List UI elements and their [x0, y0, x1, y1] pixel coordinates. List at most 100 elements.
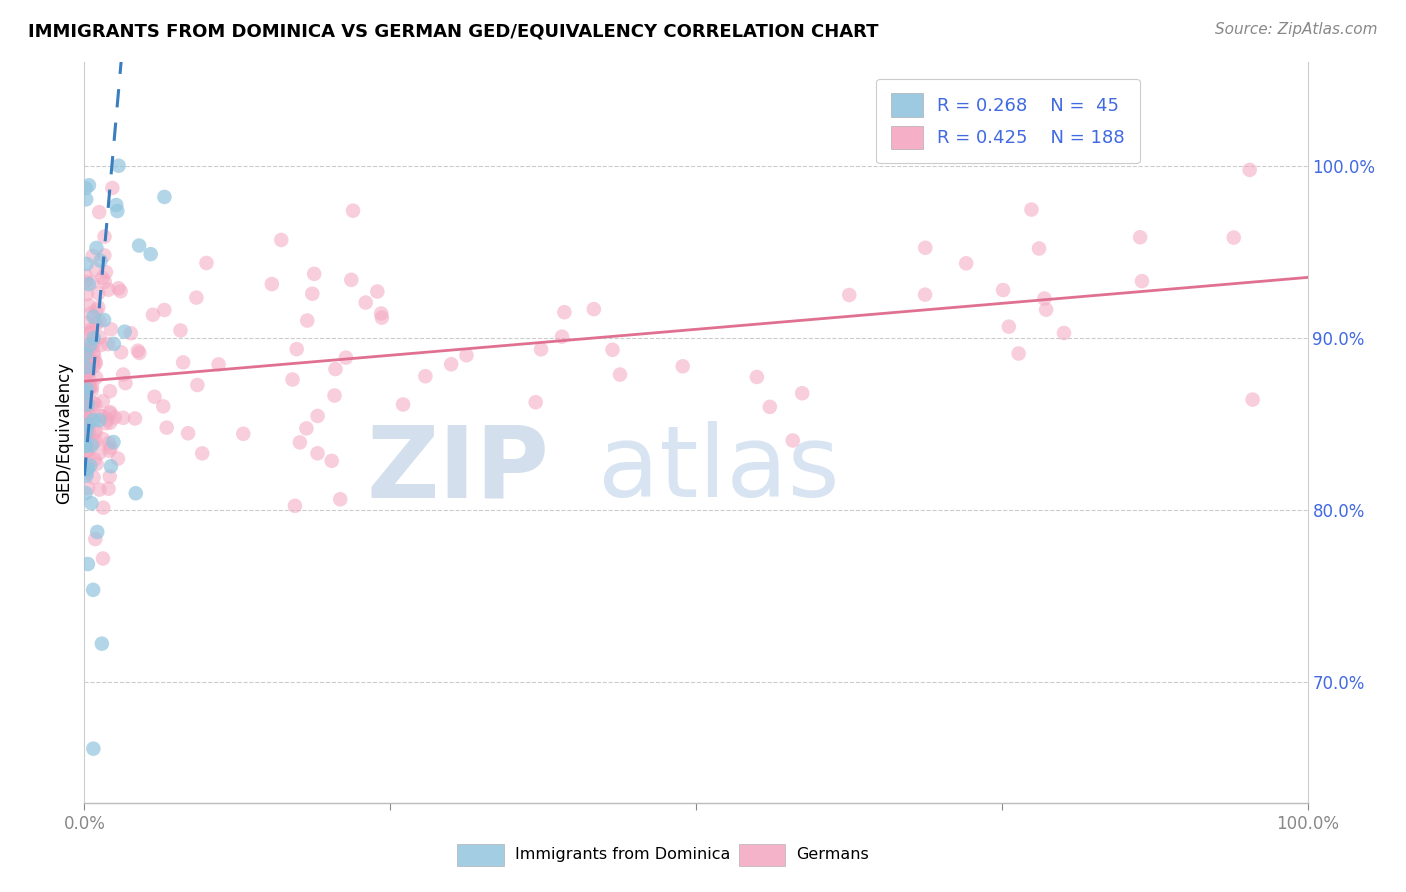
Point [98, 436, 121, 450]
Point [1222, 230, 1244, 244]
Point [84, 354, 107, 368]
Point [125, 486, 148, 500]
Point [370, 306, 392, 320]
Point [98, 443, 121, 458]
Point [1241, 392, 1264, 407]
Point [76, 257, 98, 271]
Point [456, 348, 478, 362]
Point [89, 413, 111, 427]
Point [93, 229, 115, 244]
Point [77, 277, 100, 292]
Point [270, 233, 292, 247]
Point [79, 409, 101, 423]
Point [84, 370, 107, 384]
Point [321, 454, 343, 468]
Point [76, 316, 98, 330]
Point [77, 178, 100, 193]
Point [114, 376, 136, 391]
Point [207, 358, 229, 372]
Point [100, 322, 122, 336]
Point [288, 435, 311, 450]
Point [83, 310, 105, 324]
Point [86, 524, 108, 539]
Point [107, 159, 129, 173]
Point [186, 291, 208, 305]
Point [75, 351, 97, 365]
Point [169, 323, 191, 337]
Point [75, 275, 97, 289]
Point [89, 446, 111, 460]
Point [1021, 202, 1043, 217]
Point [124, 411, 146, 425]
Point [75, 425, 97, 440]
Point [76, 343, 98, 357]
Point [127, 343, 149, 358]
Point [103, 435, 125, 450]
Point [602, 343, 624, 357]
Point [112, 368, 135, 382]
Point [79, 416, 101, 430]
Point [371, 310, 394, 325]
Point [392, 397, 415, 411]
Point [340, 273, 363, 287]
Point [75, 463, 97, 477]
Point [91, 500, 114, 515]
Point [232, 426, 254, 441]
Point [83, 452, 105, 467]
Point [91, 270, 114, 285]
Point [156, 420, 179, 434]
Point [307, 409, 329, 423]
Point [82, 379, 104, 393]
Point [114, 325, 136, 339]
Point [101, 181, 124, 195]
Point [105, 204, 128, 219]
Point [325, 362, 347, 376]
Point [77, 557, 100, 571]
Point [77, 364, 100, 378]
Point [1130, 274, 1153, 288]
Point [75, 444, 97, 458]
Legend: R = 0.268    N =  45, R = 0.425    N = 188: R = 0.268 N = 45, R = 0.425 N = 188 [876, 78, 1139, 163]
Point [79, 458, 101, 473]
Point [80, 496, 103, 510]
Point [1129, 230, 1152, 244]
Point [110, 284, 132, 298]
Text: IMMIGRANTS FROM DOMINICA VS GERMAN GED/EQUIVALENCY CORRELATION CHART: IMMIGRANTS FROM DOMINICA VS GERMAN GED/E… [28, 22, 879, 40]
Point [195, 256, 218, 270]
Point [172, 355, 194, 369]
Point [285, 342, 308, 356]
Point [83, 425, 105, 439]
Point [76, 397, 98, 411]
Point [83, 350, 105, 364]
Point [1033, 292, 1056, 306]
Point [307, 446, 329, 460]
Point [82, 413, 104, 427]
Point [440, 357, 463, 371]
Point [105, 198, 128, 212]
Point [75, 468, 97, 483]
Point [551, 329, 574, 343]
Point [76, 417, 98, 432]
Point [83, 396, 105, 410]
Point [84, 397, 107, 411]
Point [89, 205, 111, 219]
Point [75, 389, 97, 403]
Point [75, 428, 97, 442]
Point [103, 337, 125, 351]
Point [329, 492, 352, 507]
Point [79, 428, 101, 442]
Point [609, 368, 631, 382]
Point [83, 345, 105, 359]
Point [76, 382, 98, 396]
Text: ZIP: ZIP [367, 421, 550, 518]
Point [79, 337, 101, 351]
Point [998, 319, 1021, 334]
Point [87, 301, 110, 315]
Point [83, 359, 105, 374]
Point [90, 253, 112, 268]
Point [342, 203, 364, 218]
Point [75, 438, 97, 452]
Point [90, 637, 112, 651]
Point [83, 335, 105, 350]
Text: Immigrants from Dominica: Immigrants from Dominica [515, 847, 730, 863]
